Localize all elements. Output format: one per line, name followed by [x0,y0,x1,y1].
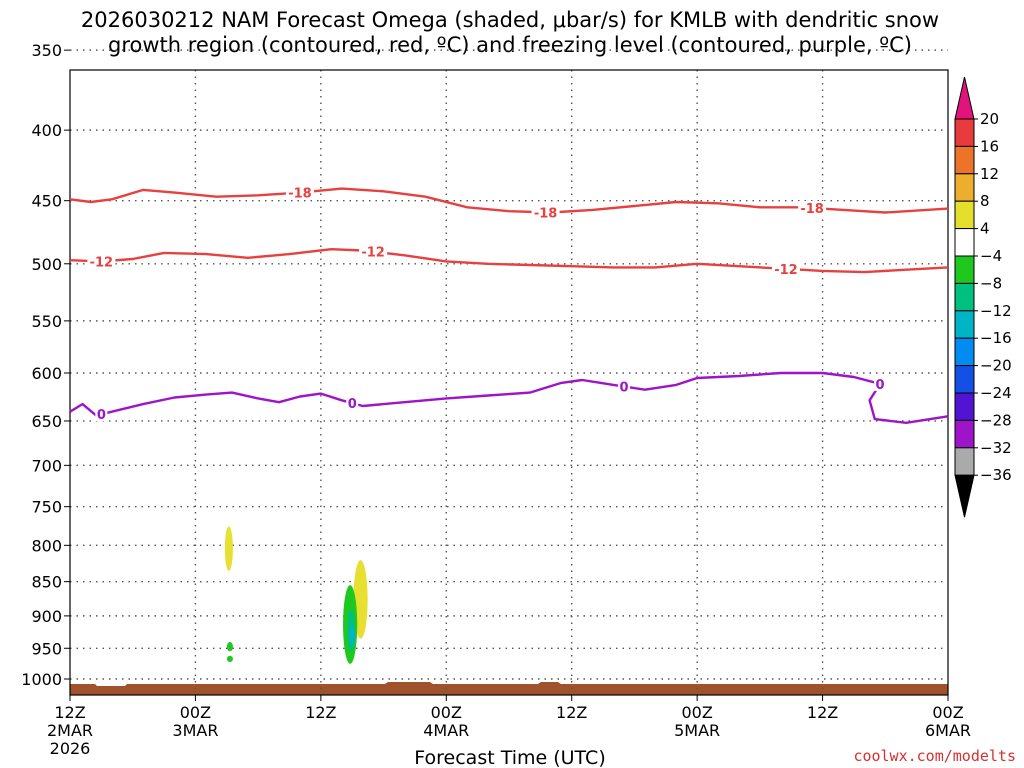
colorbar-segment-12 [954,447,975,476]
chart-title-line2: growth region (contoured, red, ºC) and f… [108,33,912,57]
x-tick-label-48-0: 12Z [556,703,587,722]
x-tick-label-0-2: 2026 [50,739,91,758]
colorbar-label-10: −24 [980,384,1012,402]
x-tick-label-84-1: 6MAR [925,721,971,740]
colorbar-label-9: −20 [980,357,1012,375]
colorbar-segment-7 [954,310,975,339]
colorbar-segment-4 [954,228,975,257]
colorbar-label-6: −8 [980,274,1002,292]
contour-label-bg-0-1 [531,205,560,220]
y-tick-label-750: 750 [31,498,62,517]
omega-shade-5 [226,641,233,652]
colorbar-label-3: 8 [980,192,990,210]
colorbar-segment-6 [954,282,975,312]
colorbar-segment-8 [954,337,975,367]
colorbar-label-4: 4 [980,220,990,238]
x-tick-label-36-1: 4MAR [423,721,469,740]
x-tick-label-60-0: 00Z [681,703,712,722]
chart-title-line1: 2026030212 NAM Forecast Omega (shaded, μ… [81,8,939,32]
y-tick-label-1000: 1000 [21,670,62,689]
contour-label-2-3: 0 [876,378,885,393]
contour-label-bg-2-1 [346,396,359,411]
plot-area: 2503003504004505005506006507007508008509… [21,41,971,758]
colorbar-segment-1 [954,145,975,175]
contour-0 [69,187,949,214]
x-tick-label-72-0: 12Z [807,703,838,722]
y-tick-label-650: 650 [31,412,62,431]
contour-label-bg-2-0 [95,407,108,422]
colorbar-legend: 20 16 12 8 4 −4 −8 −12 −16 −20 −24 −28 −32 −36 [954,76,1012,518]
y-tick-label-600: 600 [31,364,62,383]
contour-label-2-2: 0 [619,380,628,395]
plot-frame [69,69,949,696]
contour-label-bg-2-2 [617,379,630,394]
source-credit: coolwx.com/modelts [853,747,1016,765]
contour-label-bg-1-0 [87,254,116,269]
colorbar-label-0: 20 [980,110,999,128]
contour-label-0-1: -18 [534,206,558,221]
y-tick-label-700: 700 [31,456,62,475]
x-tick-label-12-0: 00Z [180,703,211,722]
colorbar-segment-3 [954,200,975,230]
y-tick-label-850: 850 [31,573,62,592]
contour-label-bg-0-2 [798,200,827,215]
colorbar-label-2: 12 [980,165,999,183]
contour-label-2-1: 0 [348,397,357,412]
colorbar-label-11: −28 [980,411,1012,429]
omega-shade-0 [224,526,233,571]
ground-surface [70,682,948,695]
colorbar-segment-9 [954,365,975,394]
colorbar-segment-0 [954,118,975,147]
x-tick-label-60-1: 5MAR [674,721,720,740]
x-tick-label-24-0: 12Z [305,703,336,722]
colorbar-label-5: −4 [980,247,1002,265]
y-tick-label-400: 400 [31,121,62,140]
y-tick-label-350: 350 [31,41,62,60]
colorbar-segment-2 [954,173,975,202]
y-tick-label-550: 550 [31,312,62,331]
colorbar-label-7: −12 [980,302,1012,320]
colorbar-top-arrow [954,76,975,120]
y-tick-label-800: 800 [31,536,62,555]
y-tick-label-450: 450 [31,192,62,211]
x-tick-label-0-1: 2MAR [47,721,93,740]
contour-label-1-2: -12 [774,263,798,278]
contour-label-2-0: 0 [97,408,106,423]
x-axis-label: Forecast Time (UTC) [414,747,605,768]
contour-label-1-0: -12 [90,255,114,270]
colorbar-segment-11 [954,419,975,449]
contour-2 [69,371,949,424]
colorbar-label-8: −16 [980,329,1012,347]
contour-label-bg-2-3 [874,376,887,391]
contour-1 [69,248,949,274]
omega-shade-6 [226,655,233,662]
colorbar-segment-10 [954,392,975,421]
colorbar-segment-5 [954,255,975,284]
contour-label-0-0: -18 [288,187,312,202]
y-tick-label-950: 950 [31,639,62,658]
contour-label-bg-1-1 [359,244,388,259]
contour-label-bg-1-2 [771,261,800,276]
x-tick-label-12-1: 3MAR [172,721,218,740]
y-tick-label-500: 500 [31,255,62,274]
contour-label-1-1: -12 [361,246,385,261]
x-tick-label-36-0: 00Z [431,703,462,722]
colorbar-bottom-arrow [954,474,975,518]
colorbar-label-13: −36 [980,466,1012,484]
colorbar-label-12: −32 [980,439,1012,457]
x-tick-label-0-0: 12Z [54,703,85,722]
contour-label-bg-0-0 [285,185,314,200]
x-tick-label-84-0: 00Z [932,703,963,722]
contour-label-0-2: -18 [800,202,824,217]
y-tick-label-900: 900 [31,607,62,626]
colorbar-label-1: 16 [980,137,999,155]
omega-shade-4 [349,625,356,646]
